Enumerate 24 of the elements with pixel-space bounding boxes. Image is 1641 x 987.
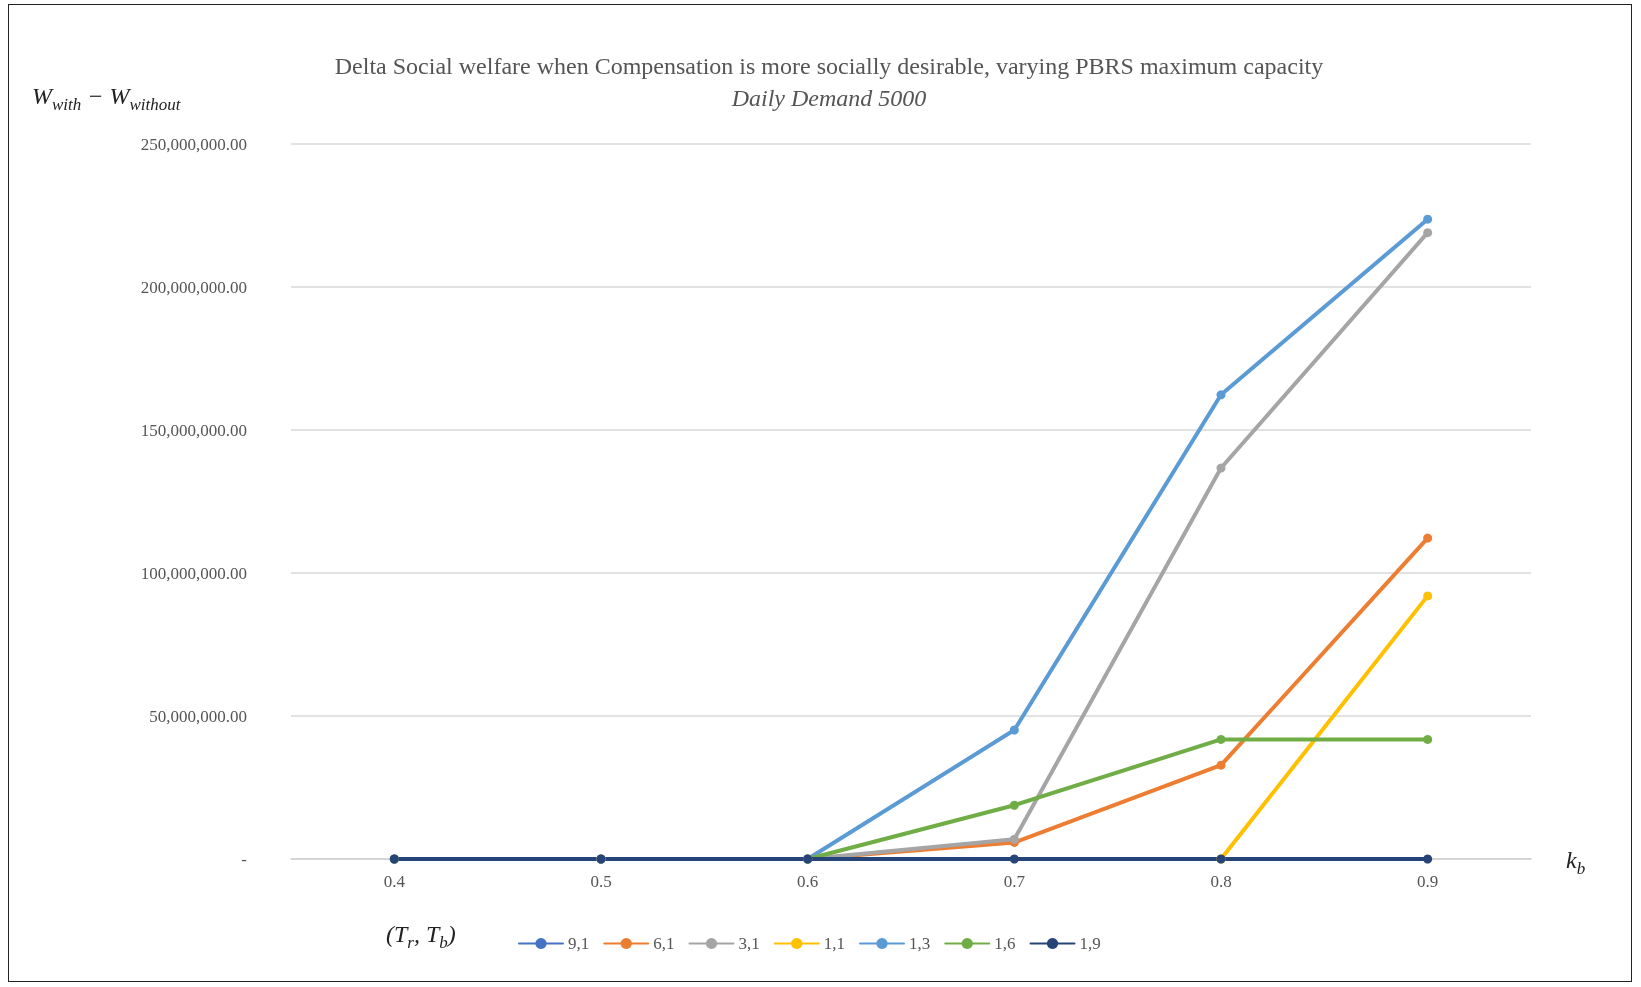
- x-tick-label: 0.9: [1417, 872, 1439, 891]
- legend-label: 1,6: [994, 934, 1016, 953]
- y-tick-label: 250,000,000.00: [140, 134, 247, 154]
- y-tick-label: -: [241, 849, 248, 869]
- x-axis-title: k$_{b}$: [1566, 847, 1586, 878]
- legend-label: 1,9: [1079, 934, 1101, 953]
- y-tick-label: 150,000,000.00: [140, 420, 247, 440]
- y-tick-label: 100,000,000.00: [140, 563, 247, 583]
- y-tick-label: 200,000,000.00: [140, 277, 247, 297]
- x-tick-label: 0.4: [383, 872, 406, 891]
- chart-subtitle: Daily Demand 5000: [730, 85, 927, 111]
- legend-label: 6,1: [653, 934, 675, 953]
- y-axis-title: W$_{with}$ − W$_{without}$: [32, 83, 181, 114]
- x-tick-label: 0.8: [1210, 872, 1232, 891]
- legend-label: 1,3: [909, 934, 931, 953]
- x-tick-label: 0.6: [797, 872, 819, 891]
- legend-label: 9,1: [568, 934, 590, 953]
- legend-title: (T$_{r}$, T$_{b}$): [386, 921, 456, 952]
- legend-label: 3,1: [738, 934, 760, 953]
- x-tick-label: 0.5: [590, 872, 612, 891]
- x-tick-label: 0.7: [1003, 872, 1026, 891]
- legend-label: 1,1: [823, 934, 845, 953]
- chart-title: Delta Social welfare when Compensation is more socially desirable, varying PBRS maximum capacity: [334, 53, 1324, 79]
- y-tick-label: 50,000,000.00: [149, 706, 247, 726]
